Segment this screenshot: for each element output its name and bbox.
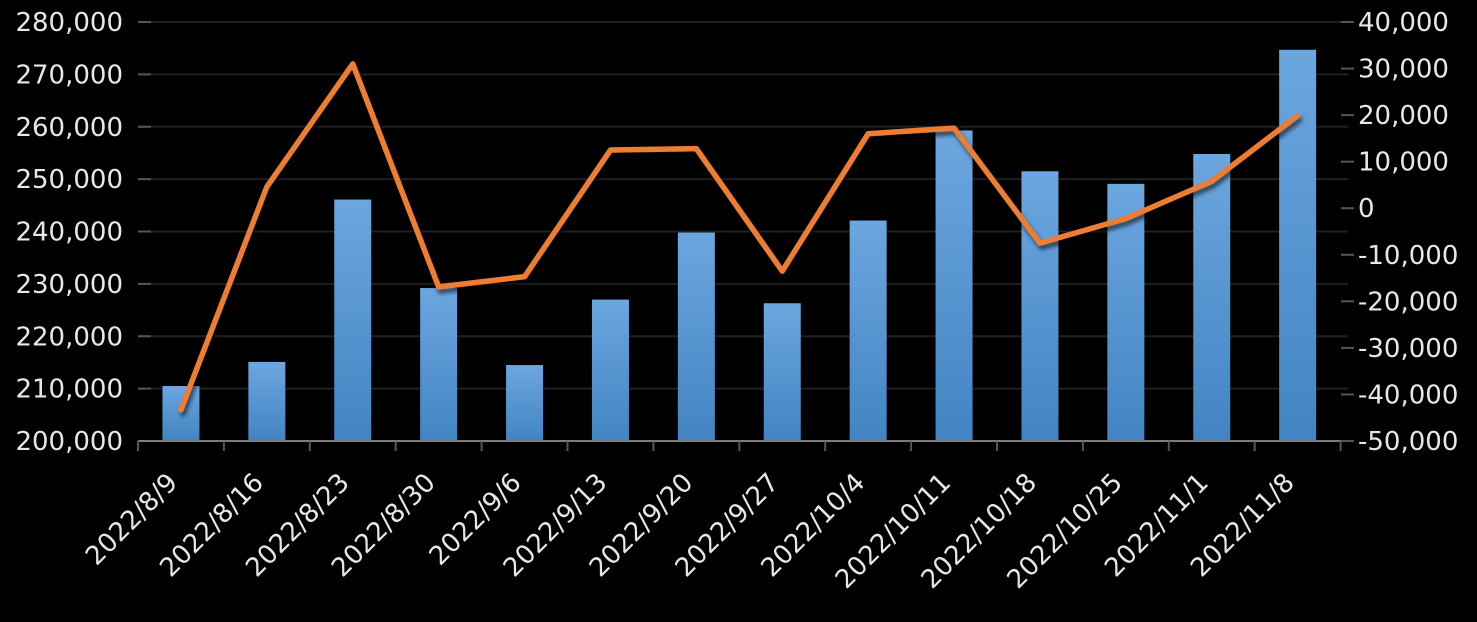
y-left-tick-label: 250,000 — [15, 165, 123, 195]
y-right-tick-label: -10,000 — [1358, 241, 1458, 271]
y-right-tick-label: -20,000 — [1358, 287, 1458, 317]
y-right-tick-label: 40,000 — [1358, 8, 1449, 38]
y-right-tick-label: -40,000 — [1358, 380, 1458, 410]
bar-2022/9/6 — [506, 365, 544, 441]
bar-2022/8/23 — [334, 199, 372, 441]
bar-2022/9/20 — [677, 232, 715, 441]
bar-2022/10/25 — [1107, 183, 1145, 441]
right-axis-ticks — [1341, 21, 1354, 442]
bar-2022/10/4 — [849, 220, 887, 441]
y-right-tick-label: -50,000 — [1358, 427, 1458, 457]
y-left-tick-label: 220,000 — [15, 322, 123, 352]
line-series — [178, 61, 1301, 413]
y-right-tick-label: 30,000 — [1358, 55, 1449, 85]
left-axis-ticks — [138, 21, 151, 390]
bar-2022/9/13 — [591, 299, 629, 441]
y-left-tick-label: 280,000 — [15, 8, 123, 38]
bar-2022/8/9 — [162, 386, 200, 441]
y-left-tick-label: 270,000 — [15, 60, 123, 90]
y-right-tick-label: 0 — [1358, 194, 1375, 224]
y-left-tick-label: 240,000 — [15, 218, 123, 248]
y-left-tick-label: 200,000 — [15, 427, 123, 457]
y-left-tick-label: 230,000 — [15, 270, 123, 300]
y-right-tick-label: 10,000 — [1358, 148, 1449, 178]
bar-2022/10/18 — [1021, 171, 1059, 441]
y-left-tick-label: 210,000 — [15, 375, 123, 405]
bar-2022/11/1 — [1193, 153, 1231, 442]
y-axis-right-labels: 40,000 30,000 20,000 10,000 0 -10,000 -20,000 -… — [1358, 8, 1458, 457]
bar-2022/8/16 — [248, 361, 286, 441]
bar-2022/10/11 — [935, 130, 973, 442]
y-right-tick-label: 20,000 — [1358, 101, 1449, 131]
bar-series — [162, 49, 1317, 442]
y-axis-left-labels: 280,000 270,000 260,000 250,000 240,000 230,0… — [15, 8, 123, 457]
x-axis — [137, 440, 1342, 451]
bar-2022/8/30 — [420, 288, 458, 441]
bar-2022/11/8 — [1279, 49, 1317, 441]
y-right-tick-label: -30,000 — [1358, 334, 1458, 364]
y-left-tick-label: 260,000 — [15, 113, 123, 143]
bar-2022/9/27 — [763, 303, 801, 441]
